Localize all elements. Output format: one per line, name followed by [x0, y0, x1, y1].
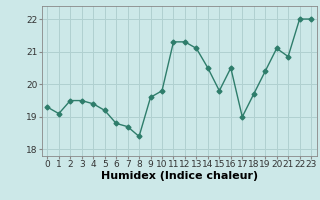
X-axis label: Humidex (Indice chaleur): Humidex (Indice chaleur): [100, 171, 258, 181]
